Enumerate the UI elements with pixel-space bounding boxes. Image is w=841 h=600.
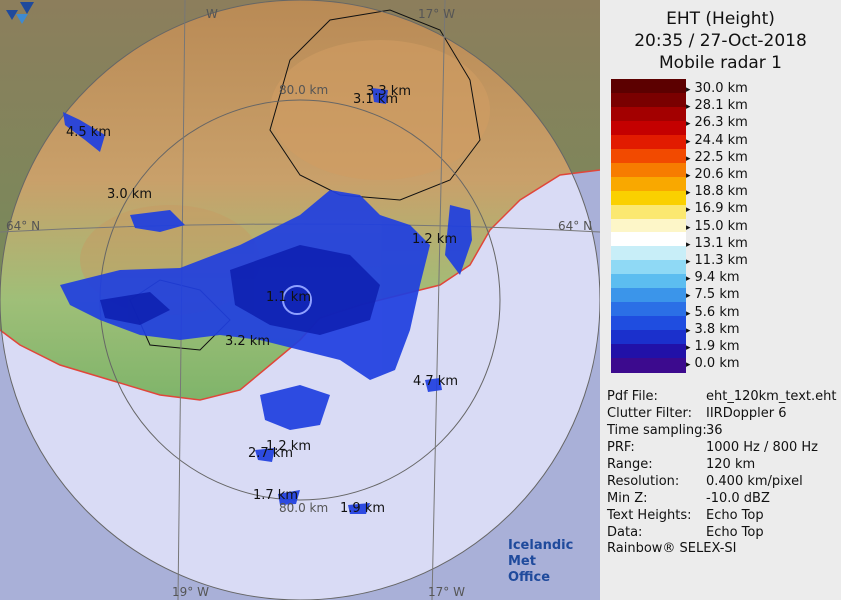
echo-label: 1.2 km bbox=[266, 439, 311, 454]
metadata-value: eht_120km_text.eht bbox=[706, 389, 837, 404]
legend-swatch bbox=[611, 232, 686, 248]
range-label-top: 80.0 km bbox=[279, 83, 329, 97]
legend-label: 22.5 km bbox=[686, 150, 748, 165]
lon-label-bottom-17w: 17° W bbox=[428, 585, 465, 599]
imo-logo: Icelandic Met Office bbox=[508, 538, 600, 586]
echo-ring bbox=[282, 285, 312, 315]
legend-swatch bbox=[611, 190, 686, 206]
meridian-17w bbox=[431, 0, 446, 600]
legend-swatch bbox=[611, 204, 686, 220]
legend-label: 9.4 km bbox=[686, 270, 740, 285]
legend-swatch bbox=[611, 162, 686, 178]
product-title: EHT (Height) 20:35 / 27-Oct-2018 Mobile … bbox=[600, 8, 841, 74]
footer-credit: Rainbow® SELEX-SI bbox=[607, 541, 737, 556]
echo-cores bbox=[100, 245, 380, 335]
echo-label: 4.7 km bbox=[413, 374, 458, 389]
legend-swatch bbox=[611, 302, 686, 317]
legend-swatch bbox=[611, 274, 686, 289]
echo-label: 3.1 km bbox=[353, 92, 398, 107]
metadata-key: Clutter Filter: bbox=[607, 406, 692, 421]
legend-swatch bbox=[611, 316, 686, 331]
echo-label: 3.0 km bbox=[107, 187, 152, 202]
echo-label: 4.5 km bbox=[66, 125, 111, 140]
legend-label: 0.0 km bbox=[686, 356, 740, 371]
metadata-value: 0.400 km/pixel bbox=[706, 474, 803, 489]
title-line-time: 20:35 / 27-Oct-2018 bbox=[634, 31, 807, 51]
title-line-product: EHT (Height) bbox=[666, 9, 775, 29]
legend-label: 30.0 km bbox=[686, 81, 748, 96]
legend-label: 26.3 km bbox=[686, 115, 748, 130]
echo-label: 1.9 km bbox=[340, 501, 385, 516]
map-graphic bbox=[0, 0, 600, 600]
legend-swatch bbox=[611, 106, 686, 122]
legend-swatch bbox=[611, 134, 686, 150]
legend-label: 1.9 km bbox=[686, 339, 740, 354]
legend-swatch bbox=[611, 246, 686, 261]
metadata-value: -10.0 dBZ bbox=[706, 491, 770, 506]
metadata-key: Data: bbox=[607, 525, 643, 540]
metadata-key: Range: bbox=[607, 457, 653, 472]
legend-swatch bbox=[611, 176, 686, 192]
range-label-bottom: 80.0 km bbox=[279, 501, 329, 515]
echo-label: 3.2 km bbox=[225, 334, 270, 349]
echo-label: 3.3 km bbox=[366, 84, 411, 99]
legend-swatch bbox=[611, 120, 686, 136]
info-panel: EHT (Height) 20:35 / 27-Oct-2018 Mobile … bbox=[600, 0, 841, 600]
metadata-value: 120 km bbox=[706, 457, 756, 472]
legend-label: 7.5 km bbox=[686, 287, 740, 302]
lat-label-right: 64° N bbox=[558, 219, 593, 233]
logo-mark-icon bbox=[6, 2, 34, 24]
legend-swatch bbox=[611, 218, 686, 234]
radar-map: W 17° W 64° N 64° N 19° W 17° W 80.0 km … bbox=[0, 0, 600, 600]
metadata-key: Resolution: bbox=[607, 474, 680, 489]
legend-label: 3.8 km bbox=[686, 322, 740, 337]
metadata-key: Text Heights: bbox=[607, 508, 692, 523]
legend-label: 5.6 km bbox=[686, 305, 740, 320]
legend-swatch bbox=[611, 260, 686, 275]
echo-label: 1.7 km bbox=[253, 488, 298, 503]
lat-label-left: 64° N bbox=[6, 219, 41, 233]
echo-label: 2.7 km bbox=[248, 446, 293, 461]
lon-label-top-w: W bbox=[206, 7, 218, 21]
echo-label: 1.1 km bbox=[266, 290, 311, 305]
metadata-key: Pdf File: bbox=[607, 389, 658, 404]
legend-label: 11.3 km bbox=[686, 253, 748, 268]
title-line-radar: Mobile radar 1 bbox=[659, 53, 782, 73]
metadata-key: Time sampling: bbox=[607, 423, 707, 438]
logo-line2: Office bbox=[508, 570, 551, 585]
legend-label: 15.0 km bbox=[686, 219, 748, 234]
legend-swatch bbox=[611, 288, 686, 303]
metadata-value: IIRDoppler 6 bbox=[706, 406, 787, 421]
legend-swatch bbox=[611, 92, 686, 108]
metadata-value: Echo Top bbox=[706, 508, 764, 523]
legend-label: 16.9 km bbox=[686, 201, 748, 216]
metadata-key: PRF: bbox=[607, 440, 635, 455]
legend-label: 18.8 km bbox=[686, 184, 748, 199]
metadata-value: Echo Top bbox=[706, 525, 764, 540]
legend-swatch bbox=[611, 330, 686, 345]
legend-swatch bbox=[611, 79, 686, 94]
legend-label: 20.6 km bbox=[686, 167, 748, 182]
legend-label: 24.4 km bbox=[686, 133, 748, 148]
legend-label: 13.1 km bbox=[686, 236, 748, 251]
legend-swatch bbox=[611, 358, 686, 373]
legend-label: 28.1 km bbox=[686, 98, 748, 113]
metadata-key: Min Z: bbox=[607, 491, 648, 506]
metadata-value: 1000 Hz / 800 Hz bbox=[706, 440, 819, 455]
metadata-value: 36 bbox=[706, 423, 723, 438]
highland-area bbox=[270, 40, 490, 180]
legend-swatch bbox=[611, 148, 686, 164]
lon-label-bottom-19w: 19° W bbox=[172, 585, 209, 599]
logo-line1: Icelandic Met bbox=[508, 538, 574, 569]
echo-label: 1.2 km bbox=[412, 232, 457, 247]
color-legend bbox=[611, 79, 686, 373]
lon-label-top-17w: 17° W bbox=[418, 7, 455, 21]
legend-swatch bbox=[611, 344, 686, 359]
